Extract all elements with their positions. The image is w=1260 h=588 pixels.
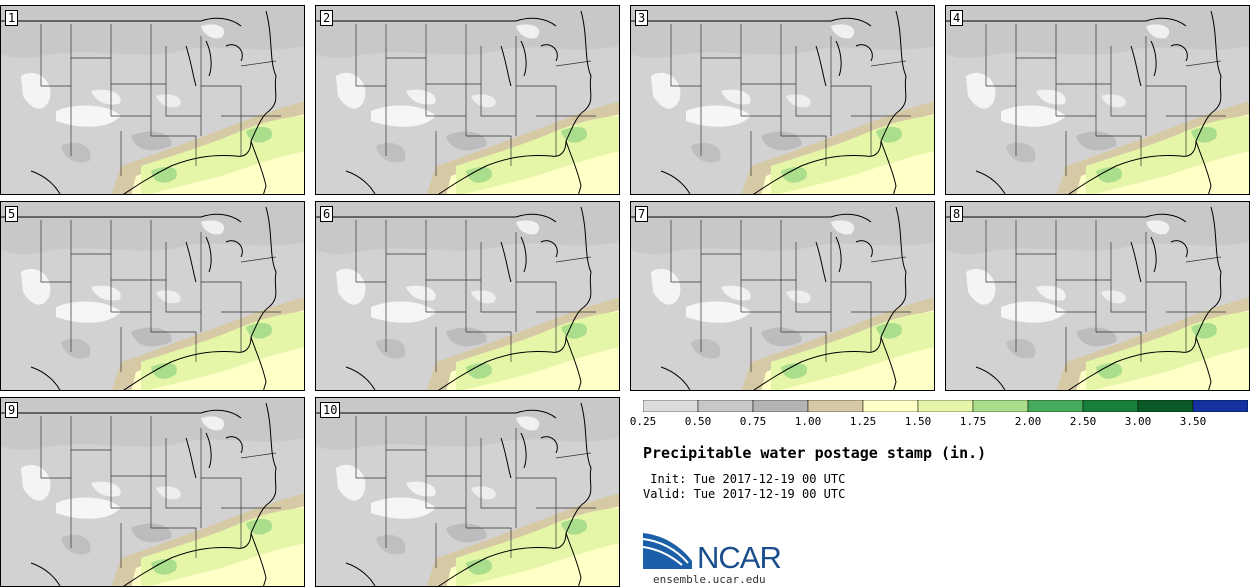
map — [316, 6, 619, 194]
map — [1, 202, 304, 390]
colorbar-tick-label: 3.50 — [1179, 415, 1207, 428]
member-number: 1 — [5, 10, 19, 26]
colorbar-tick-label: 1.75 — [959, 415, 987, 428]
member-number: 5 — [5, 206, 19, 222]
plot-title: Precipitable water postage stamp (in.) — [643, 444, 987, 462]
member-number: 7 — [635, 206, 649, 222]
colorbar-segment — [643, 400, 699, 412]
colorbar-segment — [752, 400, 809, 412]
map — [946, 202, 1249, 390]
map — [316, 202, 619, 390]
colorbar-segment — [917, 400, 974, 412]
member-panel-3: 3 — [630, 5, 935, 195]
member-panel-2: 2 — [315, 5, 620, 195]
map — [1, 398, 304, 586]
member-panel-9: 9 — [0, 397, 305, 587]
member-panel-4: 4 — [945, 5, 1250, 195]
colorbar-segment — [1082, 400, 1139, 412]
colorbar-segment — [1027, 400, 1084, 412]
valid-label: Valid: — [643, 487, 687, 501]
colorbar-tick-label: 2.00 — [1014, 415, 1042, 428]
colorbar-tick-label: 3.00 — [1124, 415, 1152, 428]
site-url: ensemble.ucar.edu — [653, 573, 766, 586]
init-label: Init: — [650, 472, 687, 486]
colorbar-tick-label: 1.00 — [794, 415, 822, 428]
member-number: 3 — [635, 10, 649, 26]
colorbar-segment — [1192, 400, 1248, 412]
map — [946, 6, 1249, 194]
colorbar-segment — [807, 400, 864, 412]
map — [631, 6, 934, 194]
member-panel-8: 8 — [945, 201, 1250, 391]
map — [631, 202, 934, 390]
map — [1, 6, 304, 194]
member-number: 8 — [950, 206, 964, 222]
colorbar-segment — [972, 400, 1029, 412]
map — [316, 398, 619, 586]
ncar-logo-icon — [642, 533, 692, 569]
member-number: 6 — [320, 206, 334, 222]
colorbar-tick-label: 2.50 — [1069, 415, 1097, 428]
colorbar-tick-label: 1.25 — [849, 415, 877, 428]
colorbar-tick-label: 0.75 — [739, 415, 767, 428]
init-time: Init: Tue 2017-12-19 00 UTC — [643, 472, 845, 486]
member-panel-5: 5 — [0, 201, 305, 391]
member-panel-7: 7 — [630, 201, 935, 391]
member-panel-10: 10 — [315, 397, 620, 587]
colorbar-tick-label: 1.50 — [904, 415, 932, 428]
colorbar-segment — [1137, 400, 1194, 412]
colorbar-segment — [697, 400, 754, 412]
valid-time: Valid: Tue 2017-12-19 00 UTC — [643, 487, 845, 501]
colorbar — [643, 400, 1248, 412]
valid-value: Tue 2017-12-19 00 UTC — [693, 487, 846, 501]
colorbar-tick-label: 0.25 — [629, 415, 657, 428]
member-number: 9 — [5, 402, 19, 418]
colorbar-tick-label: 0.50 — [684, 415, 712, 428]
ncar-logo-text: NCAR — [697, 540, 782, 575]
member-panel-6: 6 — [315, 201, 620, 391]
init-value: Tue 2017-12-19 00 UTC — [693, 472, 846, 486]
member-number: 2 — [320, 10, 334, 26]
member-panel-1: 1 — [0, 5, 305, 195]
colorbar-segment — [862, 400, 919, 412]
member-number: 10 — [320, 402, 341, 418]
member-number: 4 — [950, 10, 964, 26]
